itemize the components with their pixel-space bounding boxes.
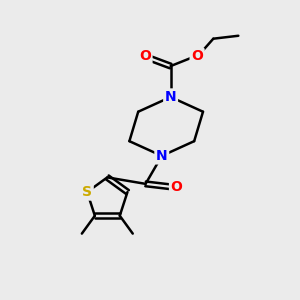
Text: O: O <box>171 180 182 194</box>
Text: O: O <box>191 50 203 63</box>
Text: N: N <box>156 149 168 163</box>
Text: S: S <box>82 185 92 199</box>
Text: N: N <box>165 90 176 104</box>
Text: O: O <box>139 50 151 63</box>
